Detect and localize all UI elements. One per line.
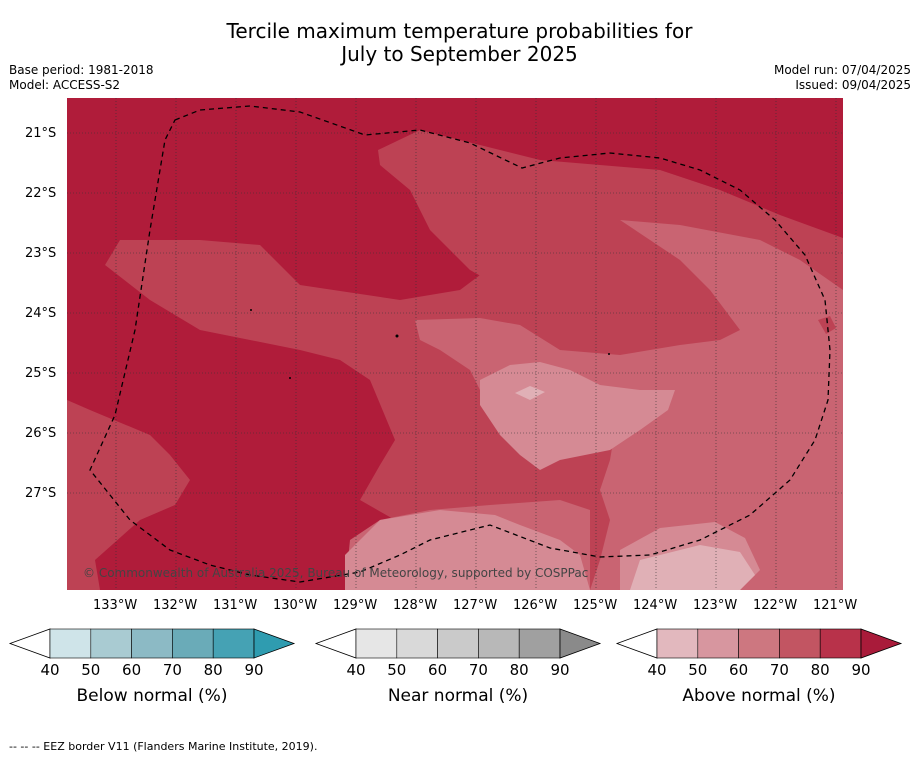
colorbar-tick-label: 40 [647,661,667,679]
colorbar-segment [49,628,92,659]
colorbar-below-normal [8,628,296,659]
colorbar-tick-label: 90 [851,661,871,679]
gridlines [67,98,843,590]
colorbar-segment [172,628,214,659]
colorbar-tick-label: 50 [688,661,708,679]
lon-label-122w: 122°W [753,598,798,613]
island-4 [608,353,610,355]
islands [250,309,610,379]
colorbar-near-label: Near normal (%) [387,686,529,706]
colorbar-tick-label: 50 [387,661,407,679]
colorbar-tick-label: 60 [729,661,749,679]
colorbar-tick-label: 80 [509,661,529,679]
copyright-text: © Commonwealth of Australia 2025, Bureau… [83,566,588,580]
colorbar-segment [738,628,780,659]
lon-label-129w: 129°W [333,598,378,613]
colorbar-tick-label: 40 [40,661,60,679]
map-title-line2: July to September 2025 [341,42,578,66]
colorbar-tick-label: 80 [203,661,223,679]
island-2 [395,334,399,338]
colorbar-segment [131,628,173,659]
map-fill-layer [67,98,843,590]
lon-label-131w: 131°W [213,598,258,613]
colorbar-above-label: Above normal (%) [682,686,836,706]
colorbar-tick-label: 80 [810,661,830,679]
lat-label-26s: 26°S [25,426,57,441]
base-period-text: Base period: 1981-2018 [9,63,154,77]
colorbar-tick-label: 70 [162,661,182,679]
region-p70-patch-right [766,395,778,420]
colorbar-near-normal [314,628,602,659]
colorbar-max-triangle [860,628,903,659]
lon-label-125w: 125°W [573,598,618,613]
lat-label-24s: 24°S [25,306,57,321]
colorbar-segment [212,628,255,659]
colorbar-above-normal [615,628,903,659]
colorbar-min-triangle [314,628,357,659]
lat-label-25s: 25°S [25,366,57,381]
colorbar-min-triangle [615,628,658,659]
colorbar-max-triangle [559,628,602,659]
colorbar-min-triangle [8,628,51,659]
lon-label-126w: 126°W [513,598,558,613]
colorbar-tick-label: 90 [244,661,264,679]
colorbar-segment [779,628,821,659]
lon-label-124w: 124°W [633,598,678,613]
colorbar-segment [518,628,561,659]
colorbar-tick-label: 70 [769,661,789,679]
island-3 [289,377,291,379]
lat-label-27s: 27°S [25,486,57,501]
region-p80-patch-right [818,316,836,334]
map-title-line1: Tercile maximum temperature probabilitie… [226,19,693,43]
colorbar-tick-label: 90 [550,661,570,679]
eez-legend-text: -- -- -- EEZ border V11 (Flanders Marine… [9,740,318,753]
lon-label-133w: 133°W [93,598,138,613]
eez-border [89,105,831,583]
colorbar-max-triangle [253,628,296,659]
colorbar-tick-label: 70 [468,661,488,679]
colorbar-tick-label: 60 [122,661,142,679]
lon-label-130w: 130°W [273,598,318,613]
colorbar-tick-label: 60 [428,661,448,679]
colorbar-segment [478,628,520,659]
colorbar-segment [437,628,479,659]
model-run-text: Model run: 07/04/2025 [773,63,911,77]
colorbar-segment [697,628,739,659]
lat-label-22s: 22°S [25,186,57,201]
colorbar-segment [90,628,132,659]
region-p70 [415,220,843,590]
colorbar-segment [819,628,862,659]
lat-label-23s: 23°S [25,246,57,261]
lat-label-21s: 21°S [25,126,57,141]
colorbar-segment [656,628,699,659]
lon-label-123w: 123°W [693,598,738,613]
lon-label-121w: 121°W [813,598,858,613]
colorbars [8,628,903,659]
lon-label-132w: 132°W [153,598,198,613]
colorbar-segment [396,628,438,659]
island-1 [250,309,252,311]
colorbar-tick-label: 50 [81,661,101,679]
lon-label-127w: 127°W [453,598,498,613]
issued-text: Issued: 09/04/2025 [795,78,911,92]
region-p50-patch-1 [515,386,545,400]
region-p60-south [345,510,590,590]
colorbar-below-label: Below normal (%) [76,686,228,706]
model-text: Model: ACCESS-S2 [9,78,121,92]
colorbar-segment [355,628,398,659]
lon-label-128w: 128°W [393,598,438,613]
region-p50-patch-2 [630,545,755,590]
colorbar-tick-label: 40 [346,661,366,679]
